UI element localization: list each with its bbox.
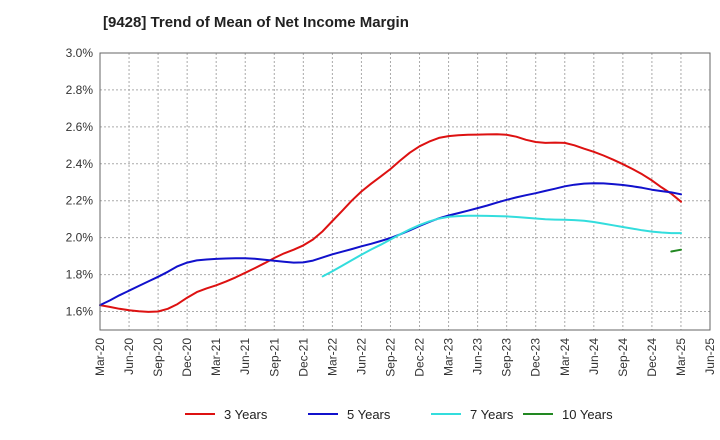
x-axis-ticks: Mar-20 Jun-20 Sep-20 Dec-20 Mar-21 Jun-21 Sep-…	[93, 338, 717, 377]
legend-label-7-years: 7 Years	[470, 407, 514, 422]
legend-label-10-years: 10 Years	[562, 407, 613, 422]
legend-label-5-years: 5 Years	[347, 407, 391, 422]
x-tick-label: Sep-20	[151, 338, 165, 377]
x-tick-label: Jun-21	[238, 338, 252, 375]
series-line-7-years	[321, 214, 682, 278]
y-tick-label: 2.0%	[66, 231, 94, 245]
x-tick-label: Sep-24	[616, 338, 630, 377]
y-tick-label: 3.0%	[66, 46, 94, 60]
x-tick-label: Dec-24	[645, 338, 659, 377]
y-tick-label: 2.6%	[66, 120, 94, 134]
y-tick-label: 1.6%	[66, 305, 94, 319]
x-tick-label: Dec-22	[413, 338, 427, 377]
x-tick-label: Jun-23	[471, 338, 485, 375]
x-tick-label: Jun-25	[703, 338, 717, 375]
x-tick-label: Dec-23	[529, 338, 543, 377]
plot-area-border	[99, 52, 711, 331]
y-tick-label: 1.8%	[66, 268, 94, 282]
x-tick-label: Jun-20	[122, 338, 136, 375]
x-tick-label: Dec-20	[180, 338, 194, 377]
x-tick-label: Dec-21	[296, 338, 310, 377]
x-tick-label: Mar-20	[93, 338, 107, 376]
x-tick-label: Sep-21	[267, 338, 281, 377]
x-tick-label: Sep-22	[383, 338, 397, 377]
chart-title: [9428] Trend of Mean of Net Income Margi…	[103, 14, 409, 31]
x-tick-label: Jun-24	[587, 338, 601, 375]
y-tick-label: 2.2%	[66, 194, 94, 208]
series-line-10-years	[670, 248, 682, 253]
x-tick-label: Mar-23	[442, 338, 456, 376]
x-tick-label: Mar-25	[674, 338, 688, 376]
y-tick-label: 2.4%	[66, 157, 94, 171]
plot-area-background	[100, 53, 710, 330]
series-line-5-years	[99, 182, 682, 307]
x-tick-label: Mar-21	[209, 338, 223, 376]
x-tick-label: Mar-22	[325, 338, 339, 376]
series-lines	[99, 133, 682, 313]
x-tick-label: Sep-23	[500, 338, 514, 377]
y-tick-label: 2.8%	[66, 83, 94, 97]
x-tick-label: Mar-24	[558, 338, 572, 376]
y-axis-ticks: 1.6% 1.8% 2.0% 2.2% 2.4% 2.6% 2.8% 3.0%	[66, 46, 94, 319]
legend-label-3-years: 3 Years	[224, 407, 268, 422]
legend: 3 Years 5 Years 7 Years 10 Years	[185, 407, 613, 422]
x-tick-label: Jun-22	[354, 338, 368, 375]
series-line-3-years	[99, 133, 682, 313]
